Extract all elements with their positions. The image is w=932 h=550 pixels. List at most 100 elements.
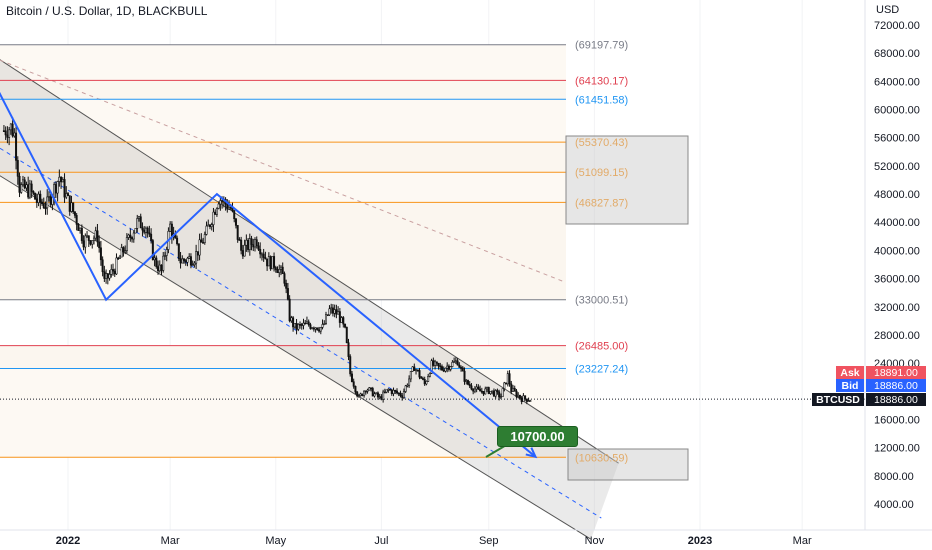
candle-body — [465, 380, 468, 382]
candle-body — [499, 396, 502, 399]
candle-body — [77, 224, 80, 231]
candle-body — [169, 223, 172, 232]
candle-body — [118, 256, 121, 259]
candle-body — [247, 239, 250, 250]
candle-body — [73, 211, 76, 216]
candle-body — [383, 391, 386, 394]
candle-body — [297, 324, 300, 330]
candle-body — [113, 270, 116, 275]
candle-body — [240, 239, 243, 251]
candle-body — [248, 238, 251, 250]
candle-body — [141, 227, 144, 231]
candle-body — [508, 373, 511, 385]
price-axis-tick: 40000.00 — [874, 245, 920, 257]
price-axis-tick: 36000.00 — [874, 274, 920, 286]
price-axis-tick: 48000.00 — [874, 189, 920, 201]
candle-body — [210, 224, 213, 227]
candle-body — [406, 384, 409, 387]
candle-body — [470, 385, 473, 390]
candle-body — [437, 362, 440, 367]
candle-body — [84, 235, 87, 248]
fib-level-label: (23227.24) — [575, 364, 628, 376]
price-axis-tick: 32000.00 — [874, 302, 920, 314]
candle-body — [468, 384, 471, 387]
candle-body — [527, 400, 530, 402]
candle-body — [72, 202, 75, 213]
candle-body — [363, 390, 366, 396]
candle-body — [122, 247, 125, 253]
candle-body — [472, 388, 475, 392]
candle-body — [86, 235, 89, 238]
candle-body — [98, 241, 101, 249]
time-axis-tick: 2022 — [56, 535, 80, 547]
candle-body — [486, 387, 489, 390]
candle-body — [299, 324, 302, 326]
candle-body — [375, 392, 378, 395]
candle-body — [243, 244, 246, 257]
candle-body — [389, 389, 392, 391]
currency-label: USD — [876, 4, 900, 16]
candle-body — [318, 329, 321, 332]
candle-body — [466, 380, 469, 385]
pattern-zigzag — [0, 91, 537, 458]
candle-body — [151, 240, 154, 260]
candle-body — [285, 282, 288, 289]
time-axis-tick: Nov — [585, 535, 605, 547]
last-label-text: BTCUSD — [816, 394, 860, 406]
candle-body — [479, 388, 482, 392]
price-axis-tick: 12000.00 — [874, 443, 920, 455]
candle-body — [366, 389, 369, 392]
candle-body — [311, 327, 314, 330]
candle-body — [56, 181, 59, 194]
candle-body — [454, 360, 457, 363]
candle-body — [257, 245, 260, 250]
candle-body — [217, 203, 220, 209]
candle-body — [170, 223, 173, 238]
candle-body — [262, 253, 265, 258]
candle-body — [359, 393, 362, 396]
candle-body — [347, 342, 350, 357]
candle-body — [295, 323, 298, 330]
candle-body — [200, 239, 203, 243]
candle-body — [418, 370, 421, 378]
candle-body — [42, 203, 45, 209]
candle-body — [124, 250, 127, 253]
candle-body — [255, 239, 258, 247]
candle-body — [80, 227, 83, 242]
candle-body — [290, 317, 293, 322]
candle-body — [279, 266, 282, 270]
candle-body — [99, 247, 102, 261]
candle-body — [324, 314, 327, 324]
candle-body — [413, 366, 416, 371]
candle-body — [420, 376, 423, 379]
target-price-callout[interactable]: 10700.00 — [497, 426, 578, 447]
candle-body — [447, 365, 450, 370]
time-axis-tick: Jul — [374, 535, 388, 547]
candle-body — [18, 175, 21, 193]
candle-body — [188, 256, 191, 259]
candle-body — [91, 240, 94, 245]
candle-body — [449, 366, 452, 370]
candle-body — [288, 298, 291, 322]
candle-body — [9, 123, 12, 131]
candle-body — [430, 360, 433, 374]
candle-body — [92, 237, 95, 241]
candle-body — [110, 269, 113, 275]
candle-body — [319, 327, 322, 332]
time-axis-tick: Sep — [479, 535, 499, 547]
candle-body — [453, 361, 456, 363]
fib-band — [0, 142, 566, 173]
candle-body — [266, 258, 269, 267]
candle-body — [23, 179, 26, 189]
candle-body — [179, 258, 182, 264]
candle-body — [354, 385, 357, 393]
candle-body — [202, 242, 205, 244]
candle-body — [144, 227, 147, 233]
candle-body — [364, 390, 367, 393]
channel-lower-line — [0, 175, 592, 540]
candle-body — [158, 264, 161, 272]
candle-body — [421, 378, 424, 380]
candle-body — [477, 386, 480, 390]
candle-body — [304, 322, 307, 325]
